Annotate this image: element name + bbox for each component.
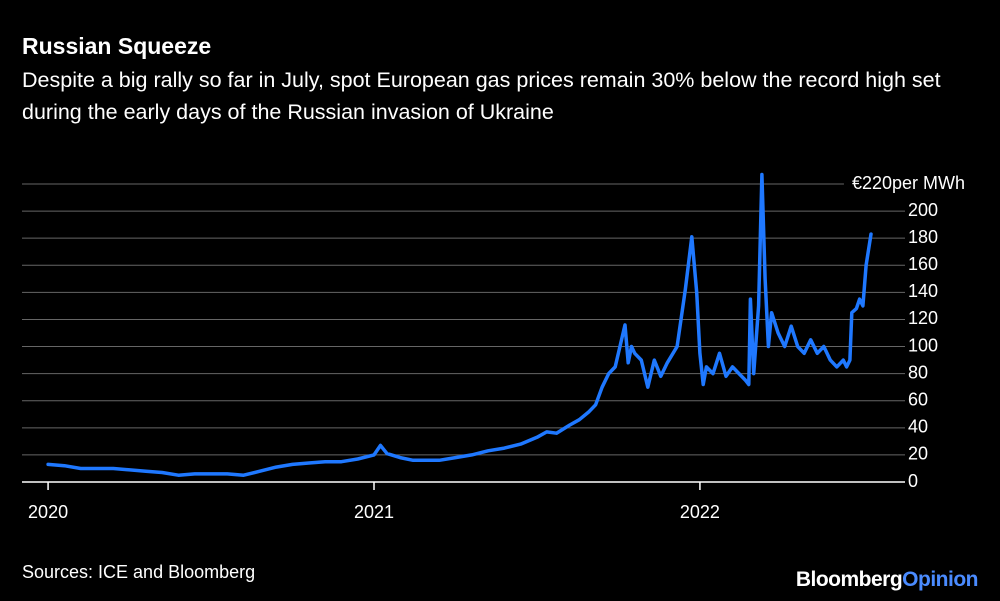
logo-main: Bloomberg	[796, 568, 902, 591]
y-tick-label: 180	[908, 227, 938, 247]
x-tick-label: 2022	[680, 502, 720, 522]
x-tick-label: 2020	[28, 502, 68, 522]
x-tick-label: 2021	[354, 502, 394, 522]
y-tick-label: 80	[908, 362, 928, 382]
y-tick-label: 160	[908, 254, 938, 274]
y-tick-label: 20	[908, 444, 928, 464]
chart-subtitle: Despite a big rally so far in July, spot…	[22, 68, 941, 124]
source: Sources: ICE and Bloomberg	[22, 562, 255, 582]
y-tick-label: 60	[908, 389, 928, 409]
logo-opinion: Opinion	[902, 568, 978, 591]
logo: BloombergOpinion	[796, 568, 978, 591]
y-tick-label: €220per MWh	[852, 173, 965, 193]
y-tick-label: 0	[908, 471, 918, 491]
y-tick-label: 120	[908, 308, 938, 328]
line-series	[46, 172, 873, 477]
y-tick-label: 140	[908, 281, 938, 301]
y-tick-label: 100	[908, 335, 938, 355]
y-tick-label: 40	[908, 417, 928, 437]
chart-title: Russian Squeeze	[22, 33, 212, 59]
y-tick-label: 200	[908, 200, 938, 220]
